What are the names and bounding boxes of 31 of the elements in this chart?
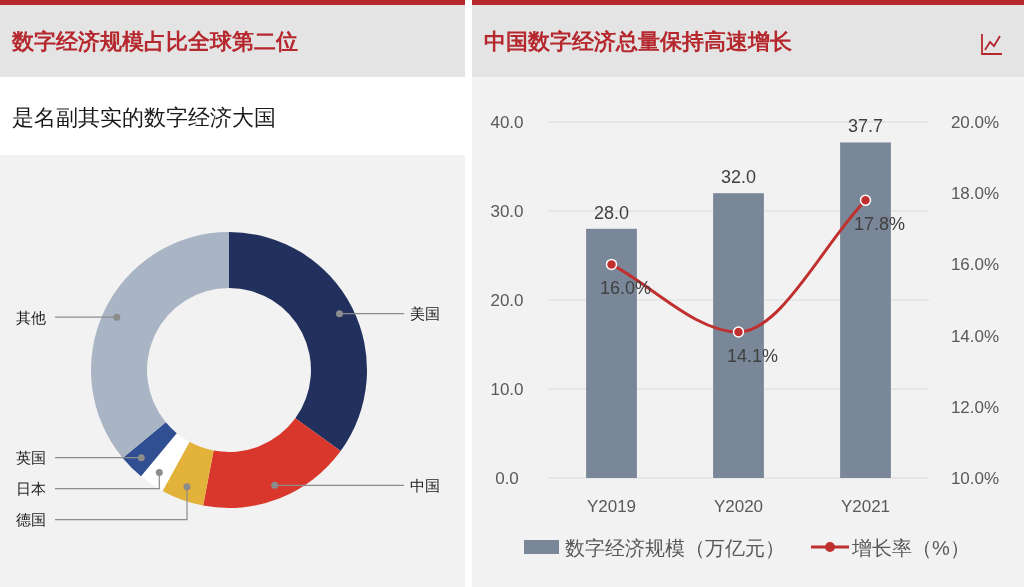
y-tick-label: 30.0: [490, 202, 524, 221]
y-tick-label: 0.0: [495, 469, 519, 488]
point: [605, 258, 618, 271]
y-tick-label: 40.0: [490, 113, 524, 132]
slice-label: 中国: [410, 476, 440, 494]
x-tick-label: Y2021: [840, 497, 891, 516]
y2-tick-label: 20.0%: [950, 113, 1000, 132]
slice-label: 美国: [410, 305, 440, 323]
chart-title: 数字经济规模占比全球第二位: [11, 29, 298, 54]
slice-label: 其他: [16, 308, 46, 326]
y2-tick-label: 18.0%: [950, 184, 1000, 204]
x-tick-label: Y2019: [586, 497, 637, 516]
legend-label: 增长率（%）: [851, 537, 970, 559]
y2-tick-label: 16.0%: [950, 255, 1000, 275]
slice-label: 日本: [16, 480, 46, 498]
data-label: 28.0: [593, 202, 630, 223]
y-tick-label: 20.0: [490, 291, 524, 310]
y-tick-label: 10.0: [490, 380, 524, 399]
slice-label: 英国: [16, 449, 46, 467]
point: [859, 194, 872, 207]
legend-label: 数字经济规模（万亿元）: [565, 537, 785, 559]
x-tick-label: Y2020: [713, 497, 764, 516]
slice-label: 德国: [16, 511, 46, 529]
data-label: 37.7: [847, 116, 884, 137]
data-label: 32.0: [720, 167, 757, 188]
chart-title: 中国数字经济总量保持高速增长: [484, 29, 793, 54]
y2-tick-label: 14.0%: [950, 326, 1000, 346]
chart-subtitle: 是名副其实的数字经济大国: [12, 105, 276, 130]
y2-tick-label: 10.0%: [950, 469, 1000, 488]
point: [732, 326, 745, 338]
y2-tick-label: 12.0%: [950, 397, 1000, 417]
